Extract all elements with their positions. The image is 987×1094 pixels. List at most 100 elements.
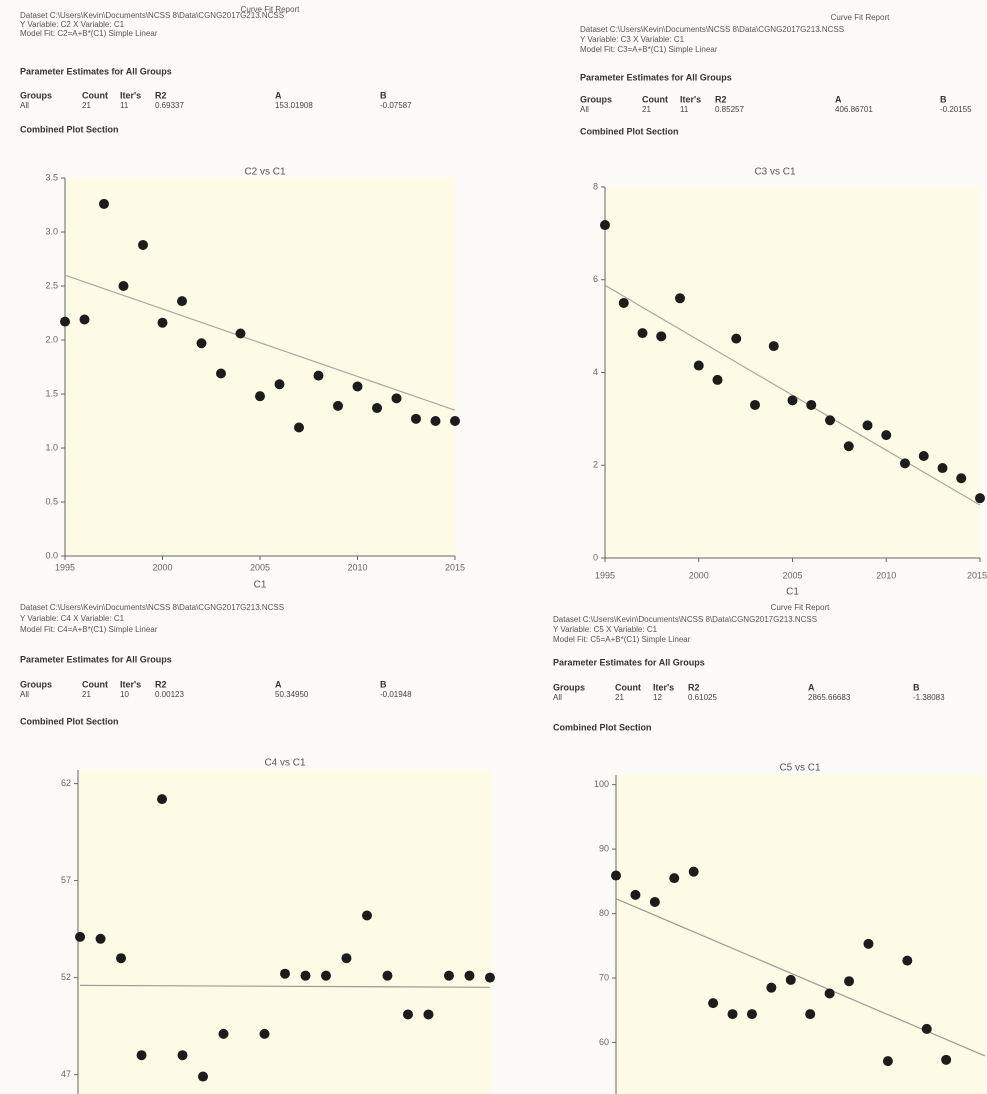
data-point [157,317,168,328]
data-point [450,416,460,426]
table-header: Groups [20,90,52,100]
data-point [60,316,70,327]
fit-line [604,284,981,506]
header-line: Y Variable: C3 X Variable: C1 [580,35,685,44]
plot-section-title: Combined Plot Section [20,716,119,726]
data-point [843,441,854,452]
table-header: Iter's [120,679,141,689]
plot-area [605,187,980,558]
plot-area [65,178,455,556]
header-line: Model Fit: C5=A+B*(C1) Simple Linear [553,635,691,644]
report-title: Curve Fit Report [241,5,300,14]
header-line: Y Variable: C2 X Variable: C1 [20,20,125,29]
data-point [712,374,723,385]
fit-line [64,274,456,411]
table-header: B [380,90,387,100]
y-tick-label: 60 [599,1037,609,1047]
table-header: R2 [155,679,167,689]
header-line: Model Fit: C4=A+B*(C1) Simple Linear [20,625,158,634]
data-point [675,293,685,304]
chart-title: C4 vs C1 [264,758,306,769]
table-cell: 50.34950 [275,690,309,699]
table-cell: 21 [642,105,651,114]
x-tick-label: 2000 [689,570,709,580]
table-cell: 0.00123 [155,690,184,699]
y-tick-label: 1.5 [45,388,58,398]
data-point [611,870,621,881]
data-point [464,970,475,981]
x-tick-label: 2010 [876,570,896,580]
data-point [99,198,109,209]
header-line: Y Variable: C4 X Variable: C1 [20,614,125,623]
data-point [656,331,667,342]
x-tick-label: 2000 [152,562,172,572]
data-point [882,1056,893,1067]
table-header: B [940,94,947,104]
data-point [280,968,290,979]
table-cell: 0.61025 [688,693,717,702]
chart-title: C2 vs C1 [244,167,286,178]
data-point [235,328,246,339]
data-point [630,889,641,900]
y-tick-label: 1.0 [45,442,58,452]
y-tick-label: 70 [599,972,609,982]
data-point [862,420,873,431]
data-point [787,395,798,406]
data-point [294,422,304,433]
data-point [941,1054,952,1065]
table-header: A [835,94,842,104]
y-tick-label: 0 [593,552,598,562]
x-tick-label: 1995 [595,570,615,580]
table-cell: 21 [82,690,91,699]
data-point [921,1023,932,1034]
data-point [731,333,742,344]
y-tick-label: 62 [61,778,71,788]
table-cell: 21 [82,101,91,110]
data-point [157,794,168,805]
y-tick-label: 3.5 [45,172,58,182]
data-point [177,296,187,307]
x-tick-label: 2015 [445,562,465,572]
data-point [118,281,129,291]
data-point [391,393,402,404]
data-point [918,450,929,461]
table-header: Groups [20,679,52,689]
table-cell: 11 [680,105,689,114]
table-cell: All [553,693,562,702]
y-tick-label: 57 [61,875,71,885]
table-header: R2 [155,90,167,100]
data-point [956,473,967,484]
data-point [274,379,285,390]
data-point [937,463,948,474]
table-header: Iter's [120,90,141,100]
table-cell: 0.85257 [715,105,744,114]
data-point [423,1009,434,1020]
data-point [825,415,835,426]
x-tick-label: 2005 [250,562,270,572]
section-title: Parameter Estimates for All Groups [580,72,732,82]
data-point [708,998,719,1009]
data-point [218,1028,229,1039]
section-title: Parameter Estimates for All Groups [20,66,172,76]
data-point [693,360,704,371]
data-point [259,1028,270,1039]
table-cell: All [20,690,29,699]
plot-section-title: Combined Plot Section [553,722,652,732]
data-point [806,399,817,410]
data-point [975,493,985,504]
data-point [313,370,324,381]
x-tick-label: 2005 [782,570,802,580]
data-point [320,970,331,981]
data-point [600,220,610,231]
table-header: Count [615,682,641,692]
plot-section-title: Combined Plot Section [580,126,679,136]
table-cell: All [580,105,589,114]
data-point [649,896,660,907]
data-point [352,381,363,392]
table-header: Iter's [680,94,701,104]
table-header: Groups [553,682,585,692]
data-point [844,976,855,987]
data-point [618,297,629,308]
table-header: Groups [580,94,612,104]
